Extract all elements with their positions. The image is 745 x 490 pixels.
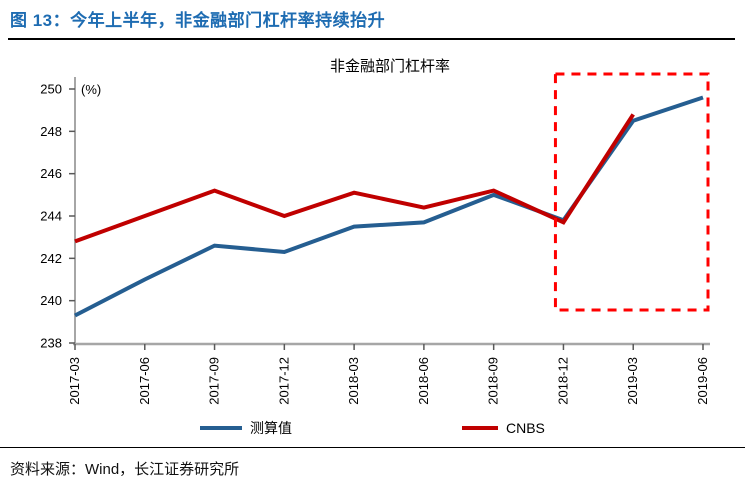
y-tick-label: 248 [40, 124, 62, 139]
x-tick-label: 2017-03 [67, 357, 82, 405]
x-tick-label: 2018-09 [486, 357, 501, 405]
y-axis-unit-label: (%) [81, 82, 102, 97]
x-tick-label: 2017-06 [137, 357, 152, 405]
x-tick-label: 2017-09 [207, 357, 222, 405]
y-tick-label: 244 [40, 209, 62, 224]
legend-label-estimated: 测算值 [250, 420, 292, 436]
x-tick-label: 2017-12 [276, 357, 291, 405]
y-tick-label: 246 [40, 166, 62, 181]
source-note: 资料来源：Wind，长江证券研究所 [10, 461, 240, 478]
title-divider [8, 38, 735, 40]
x-tick-label: 2018-03 [346, 357, 361, 405]
y-tick-label: 242 [40, 251, 62, 266]
y-tick-label: 238 [40, 336, 62, 351]
x-tick-label: 2019-03 [625, 357, 640, 405]
y-tick-label: 240 [40, 293, 62, 308]
x-tick-label: 2019-06 [695, 357, 710, 405]
figure-title: 图 13：今年上半年，非金融部门杠杆率持续抬升 [10, 11, 386, 30]
series-line-1 [74, 113, 635, 244]
x-tick-label: 2018-06 [416, 357, 431, 405]
legend-item-cnbs: CNBS [462, 420, 545, 436]
y-tick-label: 250 [40, 82, 62, 97]
legend-line-cnbs-icon [462, 426, 498, 430]
legend-item-estimated: 测算值 [200, 420, 292, 436]
legend-label-cnbs: CNBS [506, 420, 545, 436]
chart-title: 非金融部门杠杆率 [329, 58, 450, 75]
highlight-box [553, 72, 710, 312]
legend-line-estimated-icon [200, 426, 242, 430]
footer-divider [0, 447, 745, 448]
x-tick-label: 2018-12 [555, 357, 570, 405]
